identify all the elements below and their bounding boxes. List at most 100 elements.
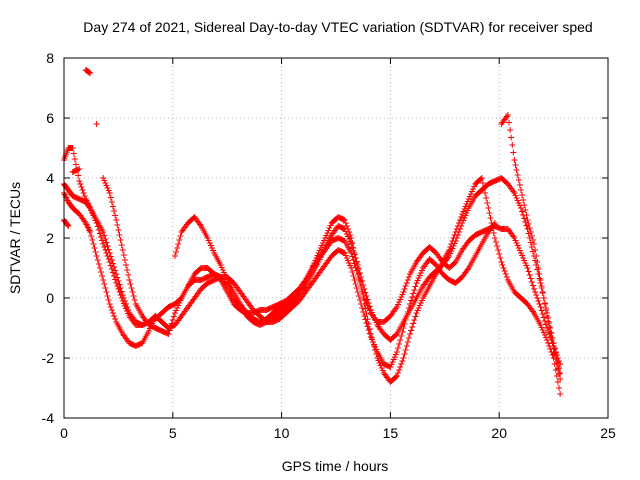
data-point bbox=[545, 340, 552, 346]
data-point bbox=[405, 274, 412, 280]
data-point bbox=[76, 178, 83, 184]
data-point bbox=[349, 269, 356, 275]
data-point bbox=[545, 315, 552, 321]
data-point bbox=[510, 149, 517, 156]
data-point bbox=[131, 297, 138, 303]
data-point bbox=[403, 280, 410, 286]
data-point bbox=[116, 232, 123, 238]
data-point bbox=[494, 243, 501, 249]
data-point bbox=[70, 150, 77, 157]
data-point bbox=[513, 167, 520, 173]
data-point bbox=[537, 304, 544, 310]
data-point bbox=[402, 283, 409, 289]
data-point bbox=[123, 301, 130, 307]
data-point bbox=[97, 269, 104, 275]
data-point bbox=[529, 248, 536, 255]
data-point bbox=[477, 176, 484, 182]
data-point bbox=[111, 208, 118, 214]
data-point bbox=[91, 245, 98, 251]
data-point bbox=[93, 121, 100, 127]
data-point bbox=[393, 373, 400, 379]
data-point bbox=[532, 257, 539, 264]
data-point bbox=[118, 288, 125, 295]
y-tick-label: 8 bbox=[46, 50, 54, 66]
data-point bbox=[113, 217, 120, 223]
data-point bbox=[360, 282, 367, 288]
data-point bbox=[478, 175, 485, 181]
data-point bbox=[398, 333, 405, 339]
data-point bbox=[71, 156, 78, 162]
data-point bbox=[352, 281, 359, 287]
data-point bbox=[484, 200, 491, 206]
data-point bbox=[81, 193, 88, 199]
data-point bbox=[538, 285, 545, 291]
data-point bbox=[485, 205, 492, 211]
data-point bbox=[87, 229, 94, 235]
data-point bbox=[517, 187, 524, 193]
data-point bbox=[501, 268, 508, 274]
data-point bbox=[88, 233, 95, 239]
data-point bbox=[89, 237, 96, 243]
data-point bbox=[109, 260, 116, 267]
data-point bbox=[342, 220, 349, 226]
axis-ticks: 0 5 10 15 20 25 -4 -2 0 2 4 6 8 bbox=[42, 50, 616, 441]
data-point bbox=[127, 281, 134, 287]
data-point bbox=[169, 317, 176, 323]
data-point bbox=[553, 373, 560, 379]
data-point bbox=[128, 285, 135, 291]
data-point bbox=[491, 235, 498, 241]
data-point bbox=[129, 289, 136, 295]
data-point bbox=[102, 236, 109, 242]
x-tick-label: 0 bbox=[60, 425, 68, 441]
data-point bbox=[119, 292, 126, 298]
data-point bbox=[354, 262, 361, 268]
data-point bbox=[532, 289, 539, 295]
data-point bbox=[553, 355, 560, 361]
data-point bbox=[104, 243, 111, 249]
data-point bbox=[455, 229, 462, 235]
data-point bbox=[544, 310, 551, 316]
data-point bbox=[366, 326, 373, 332]
data-point bbox=[119, 247, 126, 253]
x-tick-label: 25 bbox=[600, 425, 616, 441]
data-point bbox=[341, 217, 348, 223]
data-point bbox=[94, 257, 101, 263]
data-point bbox=[112, 212, 119, 219]
x-tick-label: 20 bbox=[491, 425, 507, 441]
data-point bbox=[554, 360, 561, 366]
data-point bbox=[452, 238, 459, 244]
data-point bbox=[497, 255, 504, 261]
data-point bbox=[101, 244, 108, 250]
data-point bbox=[540, 295, 547, 301]
data-point bbox=[404, 339, 411, 345]
data-point bbox=[95, 261, 102, 267]
data-point bbox=[168, 320, 175, 327]
data-point bbox=[164, 324, 171, 330]
data-point bbox=[409, 324, 416, 330]
data-point bbox=[509, 142, 516, 148]
data-point bbox=[524, 226, 531, 232]
data-point bbox=[546, 320, 553, 326]
data-point bbox=[101, 281, 108, 287]
data-point bbox=[395, 370, 402, 376]
data-point bbox=[79, 187, 86, 193]
data-point bbox=[362, 306, 369, 312]
data-point bbox=[458, 214, 465, 220]
data-point bbox=[401, 286, 408, 292]
data-point bbox=[398, 361, 405, 367]
data-point bbox=[552, 350, 559, 356]
data-point bbox=[121, 298, 128, 304]
data-point bbox=[351, 277, 358, 283]
data-point bbox=[174, 245, 181, 251]
data-point bbox=[116, 281, 123, 288]
data-point bbox=[100, 229, 107, 235]
data-point bbox=[536, 301, 543, 307]
data-point bbox=[408, 327, 415, 334]
data-point bbox=[521, 215, 528, 222]
data-point bbox=[359, 278, 366, 284]
data-point bbox=[165, 331, 172, 337]
data-point bbox=[399, 358, 406, 364]
data-point bbox=[547, 346, 554, 352]
data-point bbox=[556, 385, 563, 391]
data-point bbox=[78, 184, 85, 190]
